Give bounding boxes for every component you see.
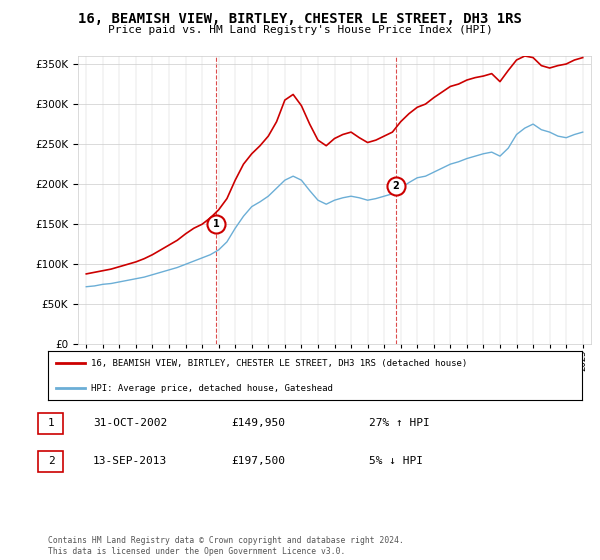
Text: 2: 2 [392,181,399,191]
Text: 13-SEP-2013: 13-SEP-2013 [93,456,167,466]
Text: HPI: Average price, detached house, Gateshead: HPI: Average price, detached house, Gate… [91,384,332,393]
Text: 1: 1 [47,418,55,428]
FancyBboxPatch shape [38,413,63,434]
Text: 5% ↓ HPI: 5% ↓ HPI [369,456,423,466]
Text: 27% ↑ HPI: 27% ↑ HPI [369,418,430,428]
Text: 2: 2 [47,456,55,466]
Text: 31-OCT-2002: 31-OCT-2002 [93,418,167,428]
Text: £149,950: £149,950 [231,418,285,428]
FancyBboxPatch shape [38,451,63,472]
Text: 1: 1 [212,220,219,229]
Text: £197,500: £197,500 [231,456,285,466]
Text: Contains HM Land Registry data © Crown copyright and database right 2024.
This d: Contains HM Land Registry data © Crown c… [48,536,404,556]
Text: 16, BEAMISH VIEW, BIRTLEY, CHESTER LE STREET, DH3 1RS: 16, BEAMISH VIEW, BIRTLEY, CHESTER LE ST… [78,12,522,26]
Text: 16, BEAMISH VIEW, BIRTLEY, CHESTER LE STREET, DH3 1RS (detached house): 16, BEAMISH VIEW, BIRTLEY, CHESTER LE ST… [91,359,467,368]
Text: Price paid vs. HM Land Registry's House Price Index (HPI): Price paid vs. HM Land Registry's House … [107,25,493,35]
